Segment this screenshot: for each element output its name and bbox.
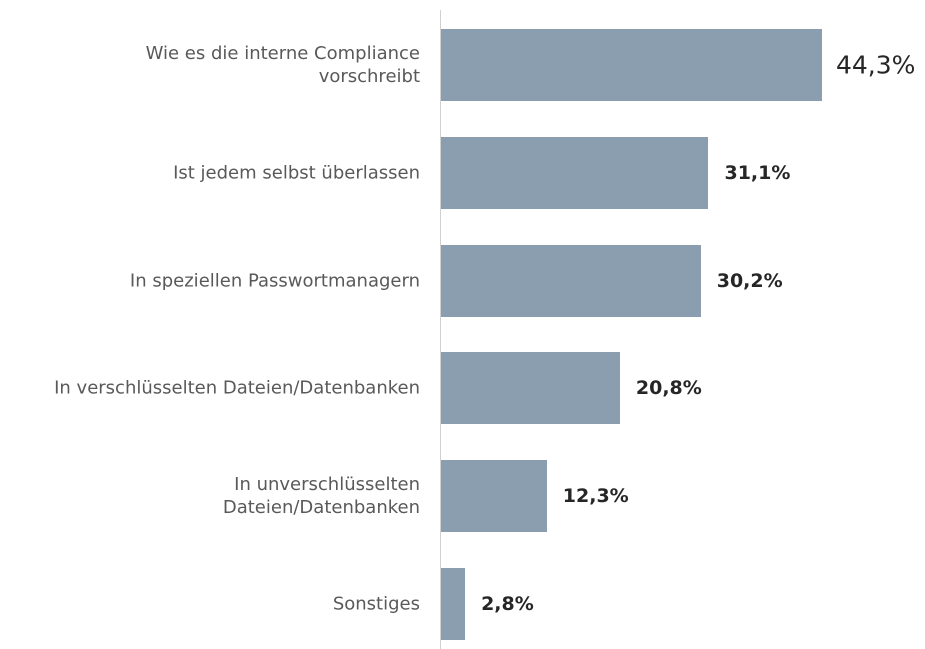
bar — [441, 29, 822, 101]
bar — [441, 460, 547, 533]
value-label: 31,1% — [724, 161, 791, 184]
axis-line — [440, 10, 441, 649]
category-label: Ist jedem selbst überlassen — [173, 162, 420, 184]
value-label: 44,3% — [836, 50, 916, 80]
bar — [441, 352, 620, 425]
value-label: 30,2% — [716, 269, 783, 292]
value-label: 12,3% — [562, 485, 629, 508]
value-label: 20,8% — [635, 377, 702, 400]
category-label: In speziellen Passwortmanagern — [129, 270, 420, 292]
bar — [441, 136, 709, 209]
bar — [441, 568, 466, 640]
value-label: 2,8% — [481, 593, 534, 615]
category-label: In verschlüsselten Dateien/Datenbanken — [54, 377, 420, 399]
category-label: In unverschlüsselten Dateien/Datenbanken — [222, 474, 420, 519]
bar — [441, 244, 701, 317]
category-label: Wie es die interne Compliance vorschreib… — [145, 43, 420, 87]
category-label: Sonstiges — [332, 593, 420, 615]
